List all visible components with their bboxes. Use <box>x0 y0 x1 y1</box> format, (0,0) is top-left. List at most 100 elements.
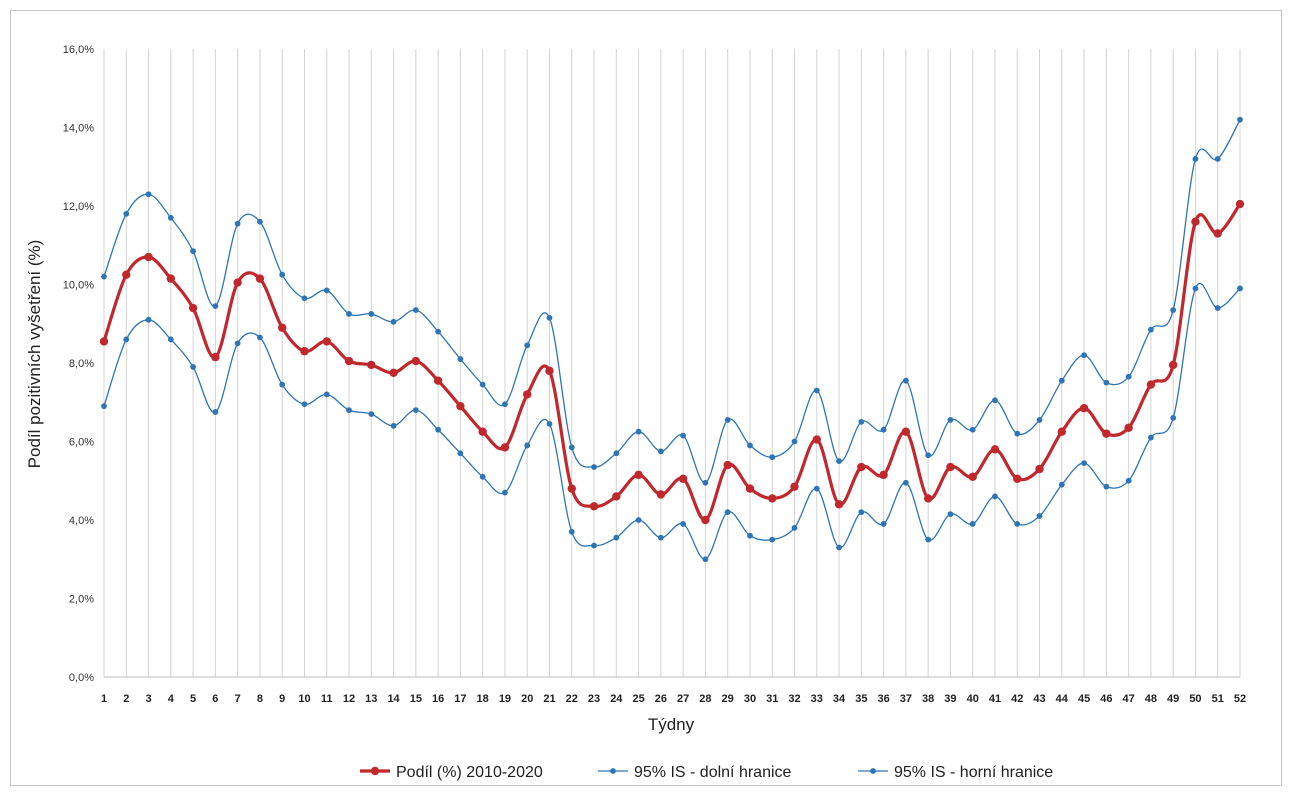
data-point <box>858 509 865 516</box>
data-point <box>591 464 597 470</box>
data-point <box>368 311 375 317</box>
x-tick-label: 44 <box>1056 693 1069 705</box>
data-point <box>1213 229 1222 238</box>
x-tick-label: 2 <box>123 693 129 705</box>
x-tick-label: 19 <box>499 693 511 705</box>
data-point <box>190 248 196 255</box>
data-point <box>947 511 954 518</box>
data-point <box>745 484 755 493</box>
x-tick-label: 31 <box>766 693 778 705</box>
data-point <box>1124 423 1133 432</box>
x-axis-title: Týdny <box>648 715 695 734</box>
data-point <box>836 458 842 465</box>
data-point <box>768 494 777 503</box>
data-point <box>346 311 352 317</box>
data-point <box>479 381 486 388</box>
x-tick-label: 10 <box>298 693 310 705</box>
data-point <box>1103 483 1110 490</box>
data-point <box>1036 513 1043 519</box>
x-tick-label: 6 <box>212 693 218 705</box>
data-point <box>946 462 955 472</box>
x-tick-label: 1 <box>101 693 107 705</box>
x-tick-label: 49 <box>1167 693 1179 705</box>
data-point <box>234 340 241 347</box>
data-point <box>368 411 375 417</box>
data-point <box>301 295 308 302</box>
data-point <box>925 536 932 543</box>
data-point <box>1014 430 1021 437</box>
series-layer <box>99 116 1245 563</box>
data-point <box>545 366 554 376</box>
x-tick-label: 37 <box>900 693 912 705</box>
data-point <box>1079 403 1089 413</box>
series-upper-bound <box>101 116 1243 486</box>
data-point <box>323 391 330 398</box>
data-point <box>167 336 174 343</box>
data-point <box>567 484 576 493</box>
data-point <box>190 364 196 370</box>
data-point <box>612 492 621 501</box>
data-point <box>233 278 242 287</box>
data-point <box>300 347 309 356</box>
data-point <box>1058 377 1065 384</box>
data-point <box>279 271 286 278</box>
data-point <box>257 334 263 341</box>
series-line <box>103 119 1241 484</box>
data-point <box>257 218 263 225</box>
data-point <box>680 521 687 527</box>
x-tick-label: 42 <box>1011 693 1023 705</box>
x-tick-label: 27 <box>677 693 689 705</box>
data-point <box>145 191 152 198</box>
data-point <box>901 427 911 436</box>
data-point <box>1191 217 1200 226</box>
data-point <box>1237 285 1243 292</box>
data-point <box>323 287 330 294</box>
x-tick-label: 29 <box>722 693 734 705</box>
data-point <box>211 352 220 362</box>
y-tick-label: 12,0% <box>63 201 94 213</box>
data-point <box>1148 434 1154 441</box>
data-point <box>1057 427 1067 436</box>
y-tick-label: 6,0% <box>69 437 94 449</box>
data-point <box>657 534 664 541</box>
x-tick-label: 34 <box>833 693 846 705</box>
data-point <box>858 418 865 425</box>
data-point <box>1014 521 1021 527</box>
data-point <box>836 544 842 551</box>
data-point <box>747 532 753 539</box>
data-point <box>969 426 976 433</box>
y-tick-label: 14,0% <box>63 123 94 135</box>
data-point <box>1170 307 1177 313</box>
x-tick-label: 17 <box>454 693 466 705</box>
data-point <box>344 356 354 366</box>
data-point <box>279 381 286 388</box>
legend-item: 95% IS - dolní hranice <box>598 764 792 781</box>
data-point <box>724 417 731 423</box>
data-point <box>680 432 687 439</box>
data-point <box>1235 199 1245 209</box>
data-point <box>656 490 666 499</box>
legend: Podíl (%) 2010-2020 95% IS - dolní hranic… <box>360 764 1053 781</box>
data-point <box>1192 285 1199 292</box>
data-point <box>834 500 844 509</box>
data-point <box>568 444 575 451</box>
data-point <box>968 472 977 482</box>
data-point <box>478 427 487 436</box>
data-point <box>524 442 531 449</box>
data-point <box>101 403 107 410</box>
x-tick-label: 40 <box>967 693 979 705</box>
data-point <box>1146 380 1156 389</box>
data-point <box>857 462 866 472</box>
data-point <box>702 556 709 563</box>
data-point <box>1035 464 1044 474</box>
x-tick-label: 22 <box>566 693 578 705</box>
data-point <box>1103 379 1110 386</box>
data-point <box>1013 474 1022 483</box>
data-point <box>812 435 821 444</box>
data-point <box>902 377 909 384</box>
x-tick-label: 52 <box>1234 693 1246 705</box>
data-point <box>389 368 398 378</box>
data-point <box>969 521 976 527</box>
data-point <box>589 502 599 511</box>
